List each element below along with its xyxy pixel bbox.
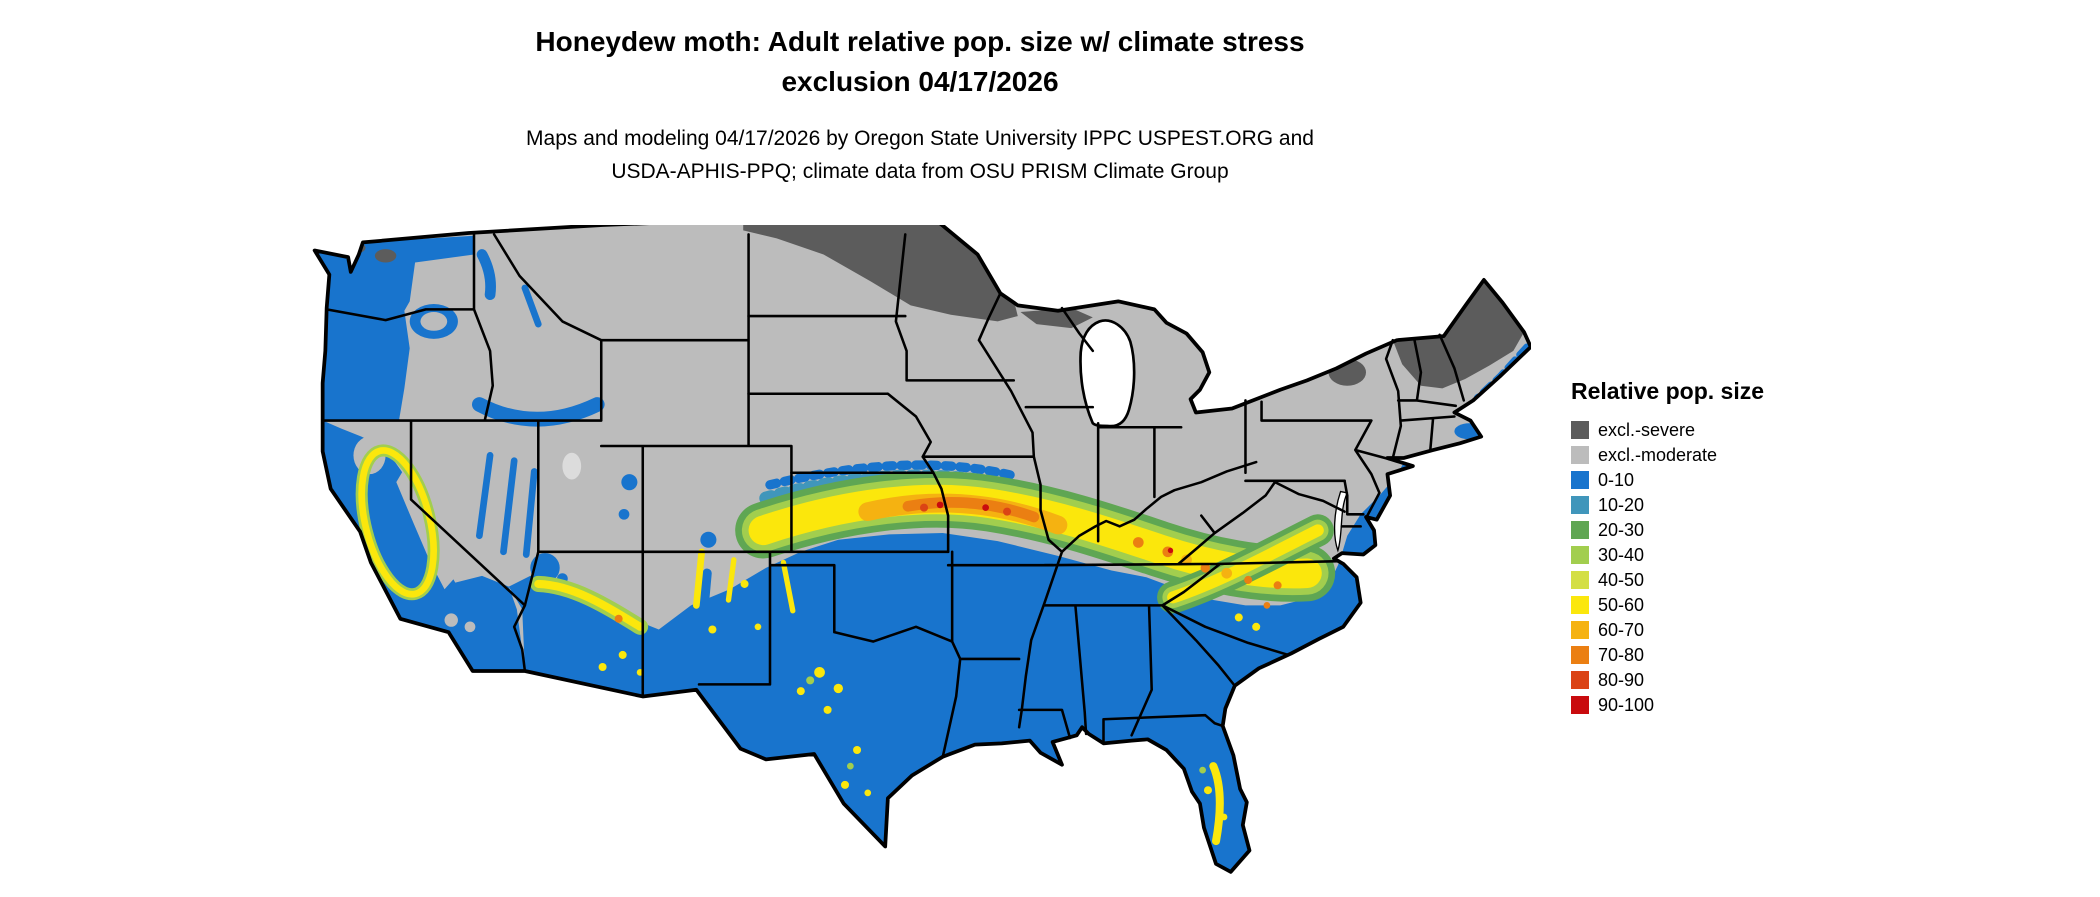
map-title-line1: Honeydew moth: Adult relative pop. size …	[535, 26, 1305, 57]
map-subtitle-line2: USDA-APHIS-PPQ; climate data from OSU PR…	[611, 160, 1229, 183]
legend-title: Relative pop. size	[1571, 378, 1765, 404]
map-title-line2: exclusion 04/17/2026	[781, 66, 1059, 97]
legend-swatch	[1571, 595, 1589, 614]
state-borders	[321, 233, 1466, 758]
legend-item: 70-80	[1571, 642, 1764, 667]
legend-item-label: 10-20	[1598, 494, 1645, 515]
legend-swatch	[1571, 445, 1589, 464]
legend-swatch	[1571, 470, 1589, 489]
legend-item: 10-20	[1571, 492, 1764, 517]
legend-item-label: 40-50	[1598, 569, 1645, 590]
legend-item: 80-90	[1571, 667, 1764, 692]
legend-item: 30-40	[1571, 542, 1764, 567]
lake-michigan	[1079, 319, 1136, 428]
legend-swatch	[1571, 495, 1589, 514]
pop-0-10-regions	[314, 235, 1484, 872]
legend-item: 20-30	[1571, 517, 1764, 542]
legend-swatch	[1571, 670, 1589, 689]
legend-item: 50-60	[1571, 592, 1764, 617]
conus-map	[305, 215, 1533, 892]
legend-item-label: excl.-moderate	[1598, 444, 1718, 465]
legend-item-label: 90-100	[1598, 694, 1655, 715]
warm-band-spots	[598, 501, 1282, 821]
legend-item-label: 60-70	[1598, 619, 1645, 640]
legend-item: excl.-severe	[1571, 417, 1764, 442]
legend-swatch	[1571, 520, 1589, 539]
legend-swatch	[1571, 695, 1589, 714]
legend-item: excl.-moderate	[1571, 442, 1764, 467]
legend-item: 40-50	[1571, 567, 1764, 592]
legend-swatch	[1571, 570, 1589, 589]
legend-item-label: 0-10	[1598, 469, 1635, 490]
legend-item: 90-100	[1571, 692, 1764, 717]
legend-item-label: 70-80	[1598, 644, 1645, 665]
map-subtitle-line1: Maps and modeling 04/17/2026 by Oregon S…	[526, 127, 1314, 150]
legend: Relative pop. size excl.-severe excl.-mod…	[1571, 378, 1764, 717]
legend-item-label: 30-40	[1598, 544, 1645, 565]
us-outline	[312, 215, 1533, 874]
legend-swatch	[1571, 420, 1589, 439]
legend-item: 0-10	[1571, 467, 1764, 492]
legend-item-label: 50-60	[1598, 594, 1645, 615]
conus-map-svg	[312, 215, 1533, 874]
legend-item-label: 80-90	[1598, 669, 1645, 690]
map-subtitle: Maps and modeling 04/17/2026 by Oregon S…	[0, 122, 1840, 188]
legend-item-label: 20-30	[1598, 519, 1645, 540]
great-salt-lake	[562, 452, 582, 480]
legend-swatch	[1571, 645, 1589, 664]
map-title: Honeydew moth: Adult relative pop. size …	[0, 22, 1840, 102]
legend-items: excl.-severe excl.-moderate 0-10 10-20 20-30…	[1571, 417, 1764, 717]
legend-item-label: excl.-severe	[1598, 419, 1696, 440]
legend-swatch	[1571, 620, 1589, 639]
legend-swatch	[1571, 545, 1589, 564]
legend-item: 60-70	[1571, 617, 1764, 642]
